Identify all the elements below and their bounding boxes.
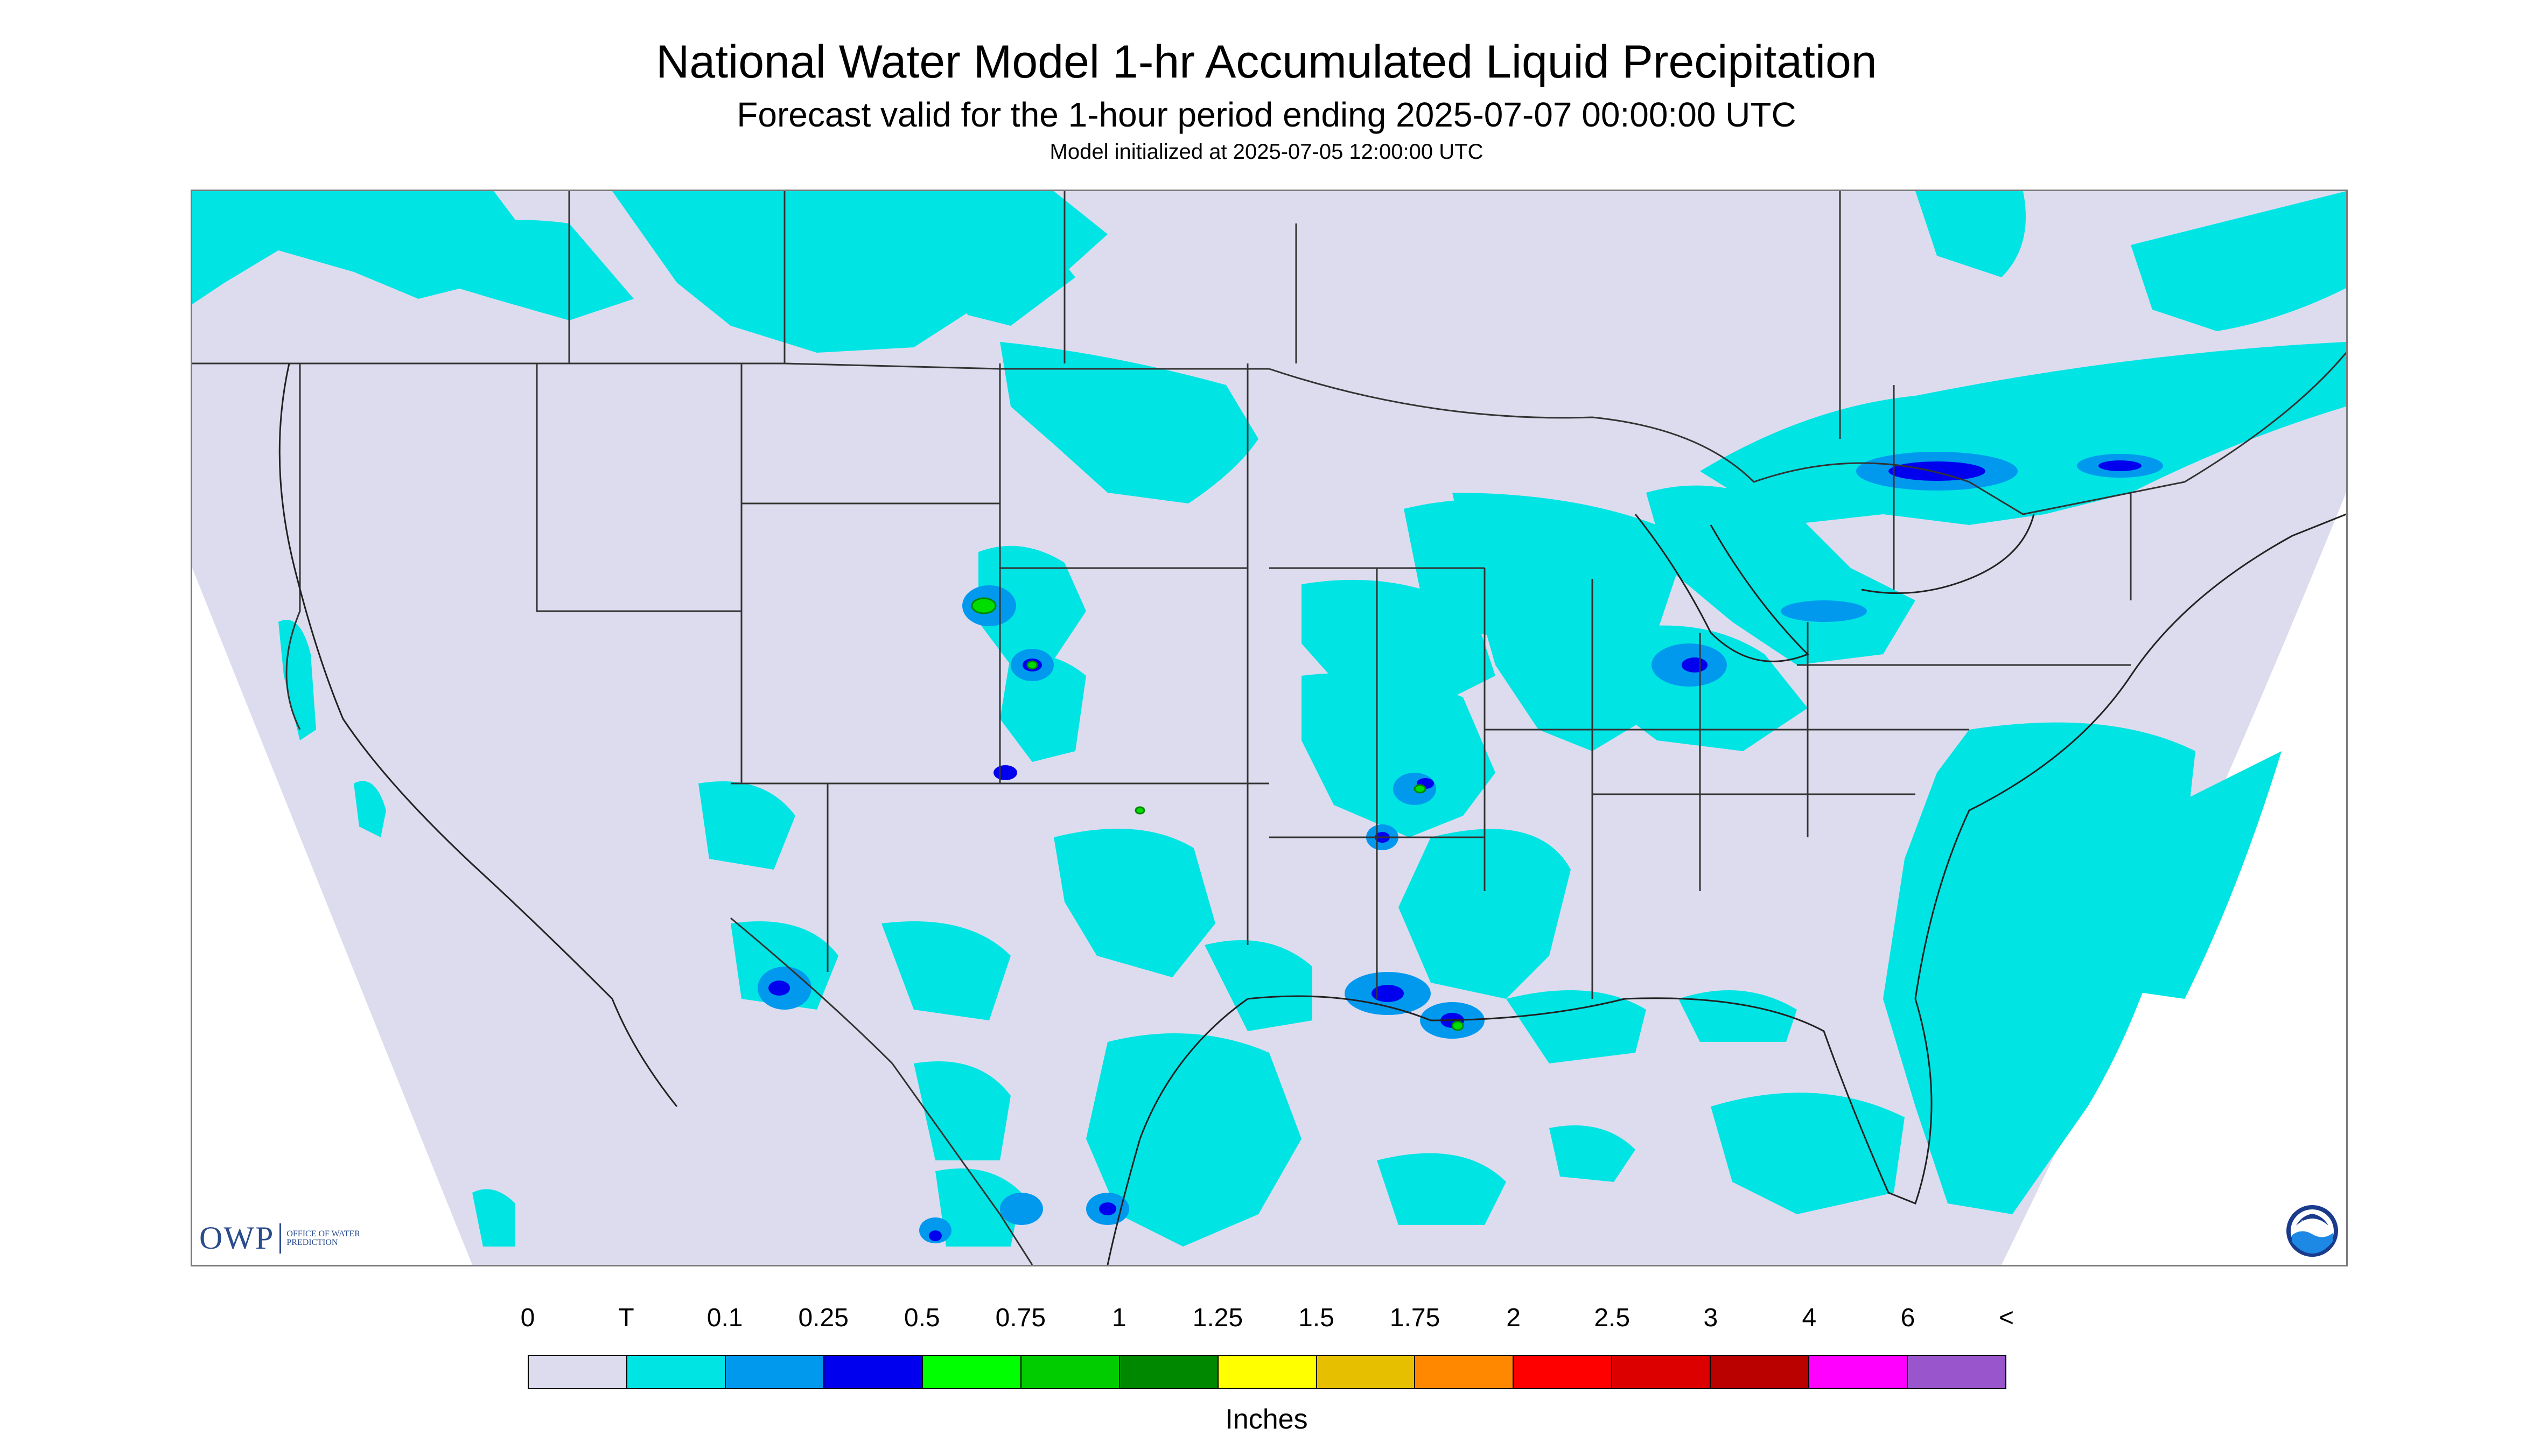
map-canvas <box>192 191 2346 1265</box>
political-boundaries <box>192 191 2346 1265</box>
model-init-time: Model initialized at 2025-07-05 12:00:00… <box>1049 140 1484 164</box>
legend-label: 1 <box>1112 1304 1126 1332</box>
legend-swatch <box>1612 1356 1711 1388</box>
noaa-logo-icon: NOAA <box>2286 1205 2338 1257</box>
precipitation-map <box>191 190 2348 1266</box>
legend-label: 0.75 <box>995 1304 1046 1332</box>
legend-label: 0 <box>520 1304 535 1332</box>
legend-swatch <box>627 1356 726 1388</box>
legend-color-bar <box>528 1355 2006 1389</box>
legend-label: 4 <box>1802 1304 1817 1332</box>
legend-swatch <box>529 1356 627 1388</box>
legend-label: 1.5 <box>1298 1304 1334 1332</box>
legend-swatch <box>1908 1356 2006 1388</box>
legend-swatch <box>1514 1356 1613 1388</box>
legend-label: 1.25 <box>1192 1304 1243 1332</box>
legend-label: 2.5 <box>1594 1304 1631 1332</box>
legend-label: 3 <box>1703 1304 1718 1332</box>
legend-label: 0.5 <box>904 1304 940 1332</box>
legend-swatch <box>725 1356 824 1388</box>
outside-domain-right <box>2002 493 2346 1265</box>
color-legend: 0 T 0.1 0.25 0.5 0.75 1 1.25 1.5 1.75 2 2.5 3 4 6 < <box>521 1303 2014 1411</box>
legend-swatch <box>824 1356 923 1388</box>
noaa-logo-text: NOAA <box>2301 1219 2323 1227</box>
owp-logo-text: OWP <box>199 1220 275 1256</box>
legend-swatch <box>1021 1356 1120 1388</box>
legend-label: 1.75 <box>1389 1304 1440 1332</box>
legend-units: Inches <box>1225 1404 1308 1435</box>
legend-label: < <box>1998 1304 2014 1332</box>
owp-logo-separator <box>279 1223 282 1254</box>
legend-swatch <box>1415 1356 1514 1388</box>
legend-swatch <box>1711 1356 1810 1388</box>
legend-label: 6 <box>1900 1304 1915 1332</box>
owp-logo: OWP OFFICE OF WATER PREDICTION <box>199 1220 367 1257</box>
map-subtitle: Forecast valid for the 1-hour period end… <box>737 95 1796 134</box>
legend-swatch <box>1809 1356 1908 1388</box>
legend-label: 0.25 <box>798 1304 849 1332</box>
legend-swatch <box>922 1356 1021 1388</box>
legend-label: 0.1 <box>706 1304 743 1332</box>
legend-swatch <box>1218 1356 1317 1388</box>
legend-swatch <box>1317 1356 1416 1388</box>
map-title: National Water Model 1-hr Accumulated Li… <box>656 36 1877 88</box>
coastlines <box>278 363 2346 1265</box>
legend-label: 2 <box>1506 1304 1521 1332</box>
legend-label: T <box>618 1304 634 1332</box>
legend-swatch <box>1119 1356 1219 1388</box>
outside-domain-left <box>192 568 472 1265</box>
owp-logo-subtitle: OFFICE OF WATER PREDICTION <box>286 1229 360 1247</box>
heavy-precip-cells <box>971 597 1464 1031</box>
